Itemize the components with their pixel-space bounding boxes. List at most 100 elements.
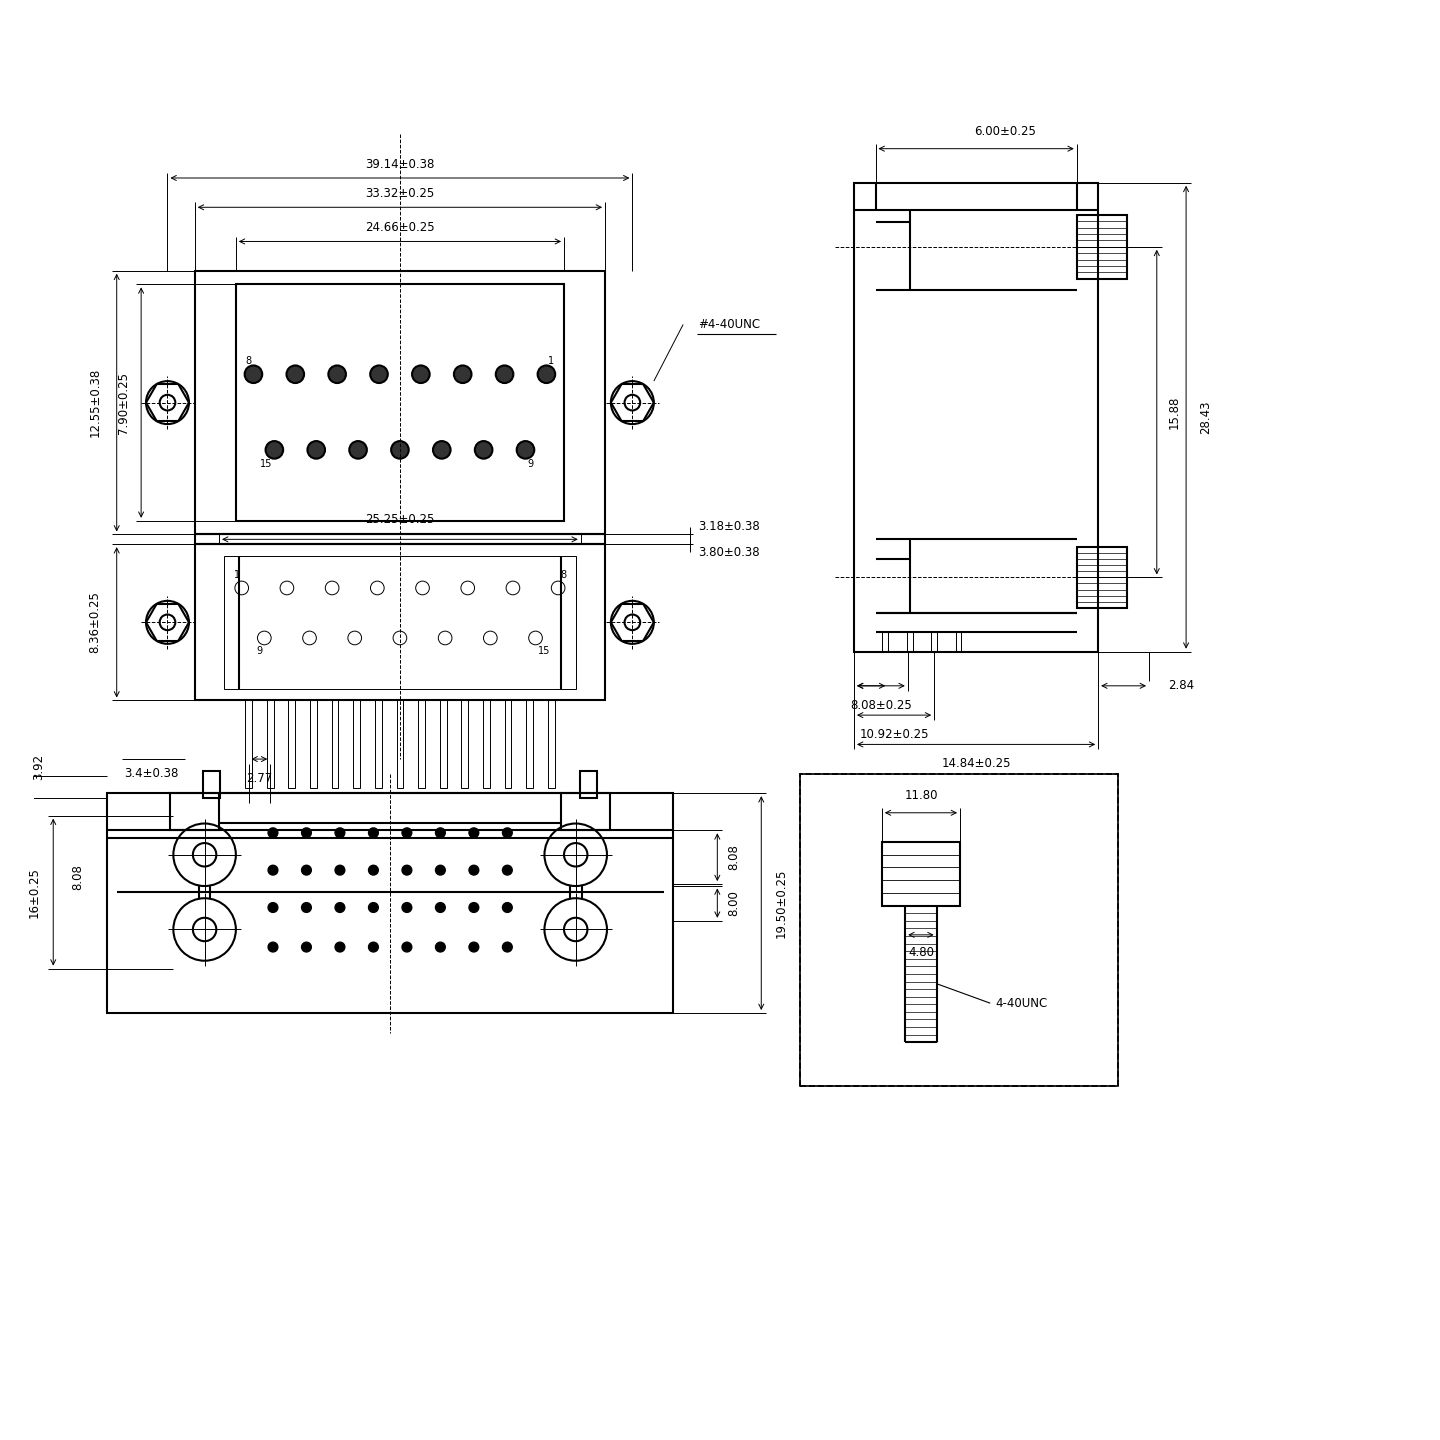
Circle shape (537, 366, 556, 383)
Text: 19.50±0.25: 19.50±0.25 (775, 868, 788, 937)
Bar (418, 700, 425, 788)
Circle shape (503, 903, 513, 913)
Text: 8.08: 8.08 (727, 844, 740, 870)
Circle shape (412, 366, 429, 383)
Text: 3.92: 3.92 (32, 755, 45, 780)
Bar (236, 285, 564, 521)
Circle shape (517, 441, 534, 459)
Circle shape (336, 828, 344, 838)
Bar (883, 632, 888, 652)
Bar (170, 793, 219, 831)
Circle shape (402, 828, 412, 838)
Circle shape (369, 903, 379, 913)
Text: 33.32±0.25: 33.32±0.25 (366, 187, 435, 200)
Bar (461, 700, 468, 788)
Text: 10.92±0.25: 10.92±0.25 (860, 729, 929, 742)
Circle shape (336, 865, 344, 876)
Text: 8.00: 8.00 (727, 890, 740, 916)
Bar (526, 700, 533, 788)
Text: 8.08±0.25: 8.08±0.25 (850, 698, 912, 711)
Text: 16±0.25: 16±0.25 (27, 867, 40, 917)
Text: 11.80: 11.80 (904, 789, 937, 802)
Circle shape (268, 903, 278, 913)
Bar (194, 534, 605, 544)
Circle shape (503, 942, 513, 952)
Bar (907, 632, 913, 652)
Circle shape (328, 366, 346, 383)
Bar (396, 700, 403, 788)
Circle shape (402, 903, 412, 913)
Circle shape (435, 865, 445, 876)
Circle shape (392, 441, 409, 459)
Circle shape (435, 942, 445, 952)
Text: 7.90±0.25: 7.90±0.25 (117, 372, 130, 433)
Circle shape (287, 366, 304, 383)
Bar (1077, 547, 1128, 608)
Circle shape (370, 366, 387, 383)
Circle shape (301, 942, 311, 952)
Circle shape (469, 865, 478, 876)
Text: 15.88: 15.88 (1168, 396, 1181, 429)
Text: 28.43: 28.43 (1200, 400, 1212, 433)
Circle shape (435, 903, 445, 913)
Text: 6.00±0.25: 6.00±0.25 (975, 125, 1037, 138)
Circle shape (350, 441, 367, 459)
Bar (482, 700, 490, 788)
Bar (1077, 215, 1128, 278)
Circle shape (469, 903, 478, 913)
Circle shape (336, 903, 344, 913)
Bar (374, 700, 382, 788)
Text: 2.84: 2.84 (1168, 680, 1195, 693)
Bar (932, 632, 937, 652)
Bar (881, 842, 960, 906)
Text: 1: 1 (549, 356, 554, 366)
Bar (956, 632, 962, 652)
Text: 15: 15 (537, 645, 550, 655)
Bar (194, 271, 605, 534)
Text: 12.55±0.38: 12.55±0.38 (89, 369, 102, 438)
Circle shape (265, 441, 284, 459)
Circle shape (369, 942, 379, 952)
Bar (854, 183, 1099, 652)
Text: 4-40UNC: 4-40UNC (995, 996, 1047, 1009)
Text: 14.84±0.25: 14.84±0.25 (942, 757, 1011, 770)
Circle shape (435, 828, 445, 838)
Circle shape (336, 942, 344, 952)
Text: 9: 9 (527, 458, 534, 468)
Bar (194, 544, 605, 700)
Bar (203, 770, 220, 798)
Text: 25.25±0.25: 25.25±0.25 (366, 513, 435, 526)
Text: 1: 1 (233, 570, 240, 580)
Circle shape (301, 903, 311, 913)
Text: 4.80: 4.80 (909, 946, 935, 959)
Circle shape (369, 828, 379, 838)
Circle shape (433, 441, 451, 459)
Circle shape (469, 828, 478, 838)
Text: 3.4±0.38: 3.4±0.38 (124, 768, 179, 780)
Circle shape (495, 366, 513, 383)
Bar (562, 793, 611, 831)
Bar (801, 773, 1117, 1086)
Circle shape (268, 942, 278, 952)
Circle shape (301, 828, 311, 838)
Text: 3.18±0.38: 3.18±0.38 (698, 520, 759, 533)
Bar (580, 770, 598, 798)
Bar (547, 700, 554, 788)
Circle shape (307, 441, 325, 459)
Text: 9: 9 (256, 645, 262, 655)
Text: 8: 8 (560, 570, 566, 580)
Bar (107, 793, 674, 1012)
Bar (288, 700, 295, 788)
Text: 8.36±0.25: 8.36±0.25 (89, 592, 102, 654)
Bar (310, 700, 317, 788)
Text: 39.14±0.38: 39.14±0.38 (366, 158, 435, 171)
Circle shape (245, 366, 262, 383)
Bar (353, 700, 360, 788)
Circle shape (503, 828, 513, 838)
Text: 8: 8 (245, 356, 252, 366)
Circle shape (268, 828, 278, 838)
Text: #4-40UNC: #4-40UNC (698, 318, 760, 331)
Bar (225, 556, 576, 688)
Circle shape (469, 942, 478, 952)
Bar (504, 700, 511, 788)
